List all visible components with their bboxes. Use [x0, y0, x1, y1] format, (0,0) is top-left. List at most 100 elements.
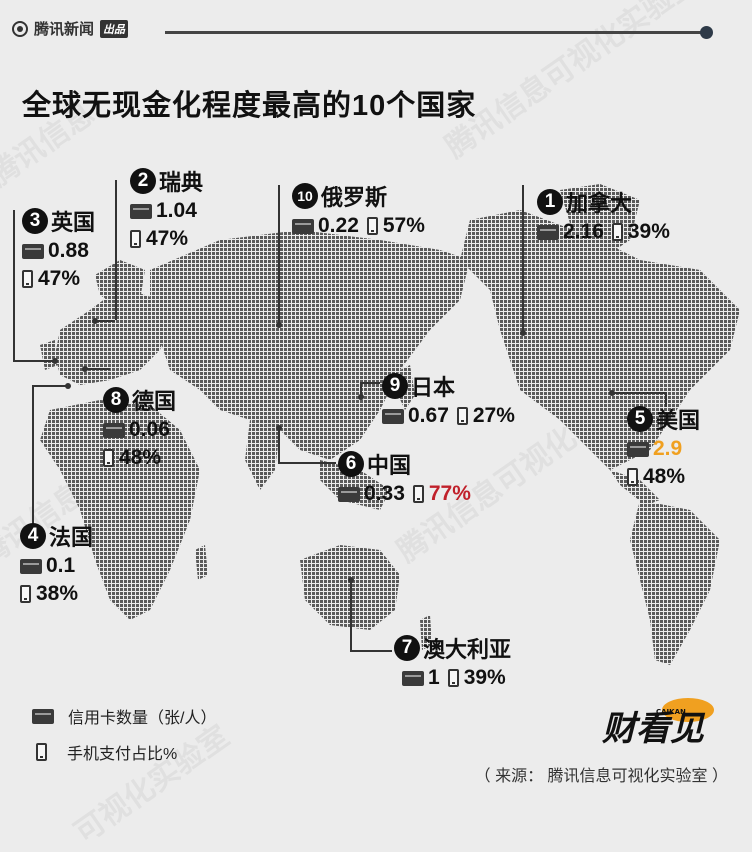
leader-anchor — [52, 358, 58, 364]
country-name: 10 俄罗斯 — [292, 180, 425, 212]
leader-line — [665, 392, 667, 407]
caikan-logo-text: 财看见 — [602, 709, 706, 749]
phone-icon — [627, 468, 638, 486]
country-stats: 1 39% — [394, 664, 511, 692]
phone-icon — [447, 669, 459, 687]
page-title: 全球无现金化程度最高的10个国家 — [22, 90, 477, 122]
phone-icon — [412, 485, 424, 503]
brand-name: 腾讯新闻 — [34, 21, 95, 38]
country-stats: 2.9 — [627, 435, 700, 463]
phone-icon — [456, 407, 468, 425]
credit-card-icon — [627, 441, 649, 457]
country-name: 1 加拿大 — [537, 186, 670, 218]
phone-icon — [130, 230, 141, 248]
rank-badge: 5 — [627, 406, 653, 432]
leader-anchor — [609, 390, 615, 396]
legend-card-label: 信用卡数量（张/人） — [68, 710, 217, 727]
country-china: 6 中国 0.33 77% — [338, 448, 471, 508]
country-australia: 7 澳大利亚 1 39% — [394, 632, 511, 692]
credit-card-icon — [402, 670, 424, 686]
rank-badge: 7 — [394, 635, 420, 661]
credit-card-icon — [130, 203, 152, 219]
credit-card-icon — [22, 243, 44, 259]
brand-sub: 出品 — [100, 19, 129, 38]
credit-card-icon — [103, 422, 125, 438]
country-name: 9 日本 — [382, 370, 515, 402]
mobile-value: 47% — [38, 267, 81, 290]
header: 腾讯新闻 出品 — [0, 0, 752, 62]
country-name: 7 澳大利亚 — [394, 632, 511, 664]
leader-line — [115, 180, 117, 320]
country-name: 2 瑞典 — [130, 165, 203, 197]
country-germany: 8 德国 0.06 48% — [103, 384, 176, 472]
country-stats: 0.22 57% — [292, 212, 425, 240]
card-value: 0.1 — [46, 554, 76, 577]
country-stats: 47% — [130, 225, 203, 253]
legend-item-card: 信用卡数量（张/人） — [32, 698, 216, 734]
leader-line — [278, 462, 336, 464]
leader-anchor — [348, 577, 354, 583]
card-value: 0.06 — [129, 418, 170, 441]
rank-badge: 9 — [382, 373, 408, 399]
rank-badge: 6 — [338, 451, 364, 477]
leader-line — [85, 368, 110, 370]
country-stats: 0.1 — [20, 552, 93, 580]
rank-badge: 10 — [292, 183, 318, 209]
leader-anchor — [82, 366, 88, 372]
country-russia: 10 俄罗斯 0.22 57% — [292, 180, 425, 240]
mobile-value: 47% — [146, 227, 189, 250]
leader-anchor — [358, 394, 364, 400]
country-name: 5 美国 — [627, 403, 700, 435]
rank-badge: 8 — [103, 387, 129, 413]
leader-line — [32, 385, 34, 525]
mobile-value: 48% — [643, 465, 686, 488]
leader-line — [350, 580, 352, 650]
leader-anchor — [92, 318, 98, 324]
country-france: 4 法国 0.1 38% — [20, 520, 93, 608]
country-stats: 0.33 77% — [338, 480, 471, 508]
leader-line — [522, 185, 524, 333]
world-map — [40, 184, 740, 665]
caikan-logo: 财看见 CAIKAN — [602, 698, 714, 749]
credit-card-icon — [292, 218, 314, 234]
leader-line — [278, 428, 280, 463]
rank-badge: 1 — [537, 189, 563, 215]
leader-line — [360, 382, 380, 384]
card-value: 1.04 — [156, 199, 197, 222]
phone-icon — [366, 217, 378, 235]
rank-badge: 3 — [22, 208, 48, 234]
brand-logo: 腾讯新闻 出品 — [12, 18, 129, 39]
credit-card-icon — [537, 224, 559, 240]
header-divider — [165, 31, 705, 34]
country-uk: 3 英国 0.88 47% — [22, 205, 95, 293]
country-stats: 2.16 39% — [537, 218, 670, 246]
card-value: 2.16 — [563, 220, 604, 243]
mobile-value: 57% — [382, 214, 425, 237]
leader-line — [95, 320, 115, 322]
legend-mobile-label: 手机支付占比% — [67, 746, 178, 763]
country-stats: 38% — [20, 580, 93, 608]
mobile-value: 27% — [472, 404, 515, 427]
legend: 信用卡数量（张/人） 手机支付占比% — [32, 698, 216, 770]
country-stats: 48% — [103, 444, 176, 472]
card-value: 0.67 — [408, 404, 449, 427]
card-value: 2.9 — [653, 437, 683, 460]
credit-card-icon — [32, 708, 54, 724]
phone-icon — [611, 223, 623, 241]
leader-line — [13, 360, 55, 362]
card-value: 0.88 — [48, 239, 89, 262]
phone-icon — [103, 449, 114, 467]
country-sweden: 2 瑞典 1.04 47% — [130, 165, 203, 253]
rank-badge: 4 — [20, 523, 46, 549]
country-usa: 5 美国 2.9 48% — [627, 403, 700, 491]
caikan-logo-sub: CAIKAN — [656, 708, 686, 716]
mobile-value: 48% — [119, 446, 162, 469]
credit-card-icon — [338, 486, 360, 502]
country-name: 4 法国 — [20, 520, 93, 552]
mobile-value: 39% — [627, 220, 670, 243]
mobile-value: 77% — [428, 482, 471, 505]
country-stats: 0.67 27% — [382, 402, 515, 430]
leader-anchor — [65, 383, 71, 389]
mobile-value: 38% — [36, 582, 79, 605]
leader-anchor — [276, 322, 282, 328]
